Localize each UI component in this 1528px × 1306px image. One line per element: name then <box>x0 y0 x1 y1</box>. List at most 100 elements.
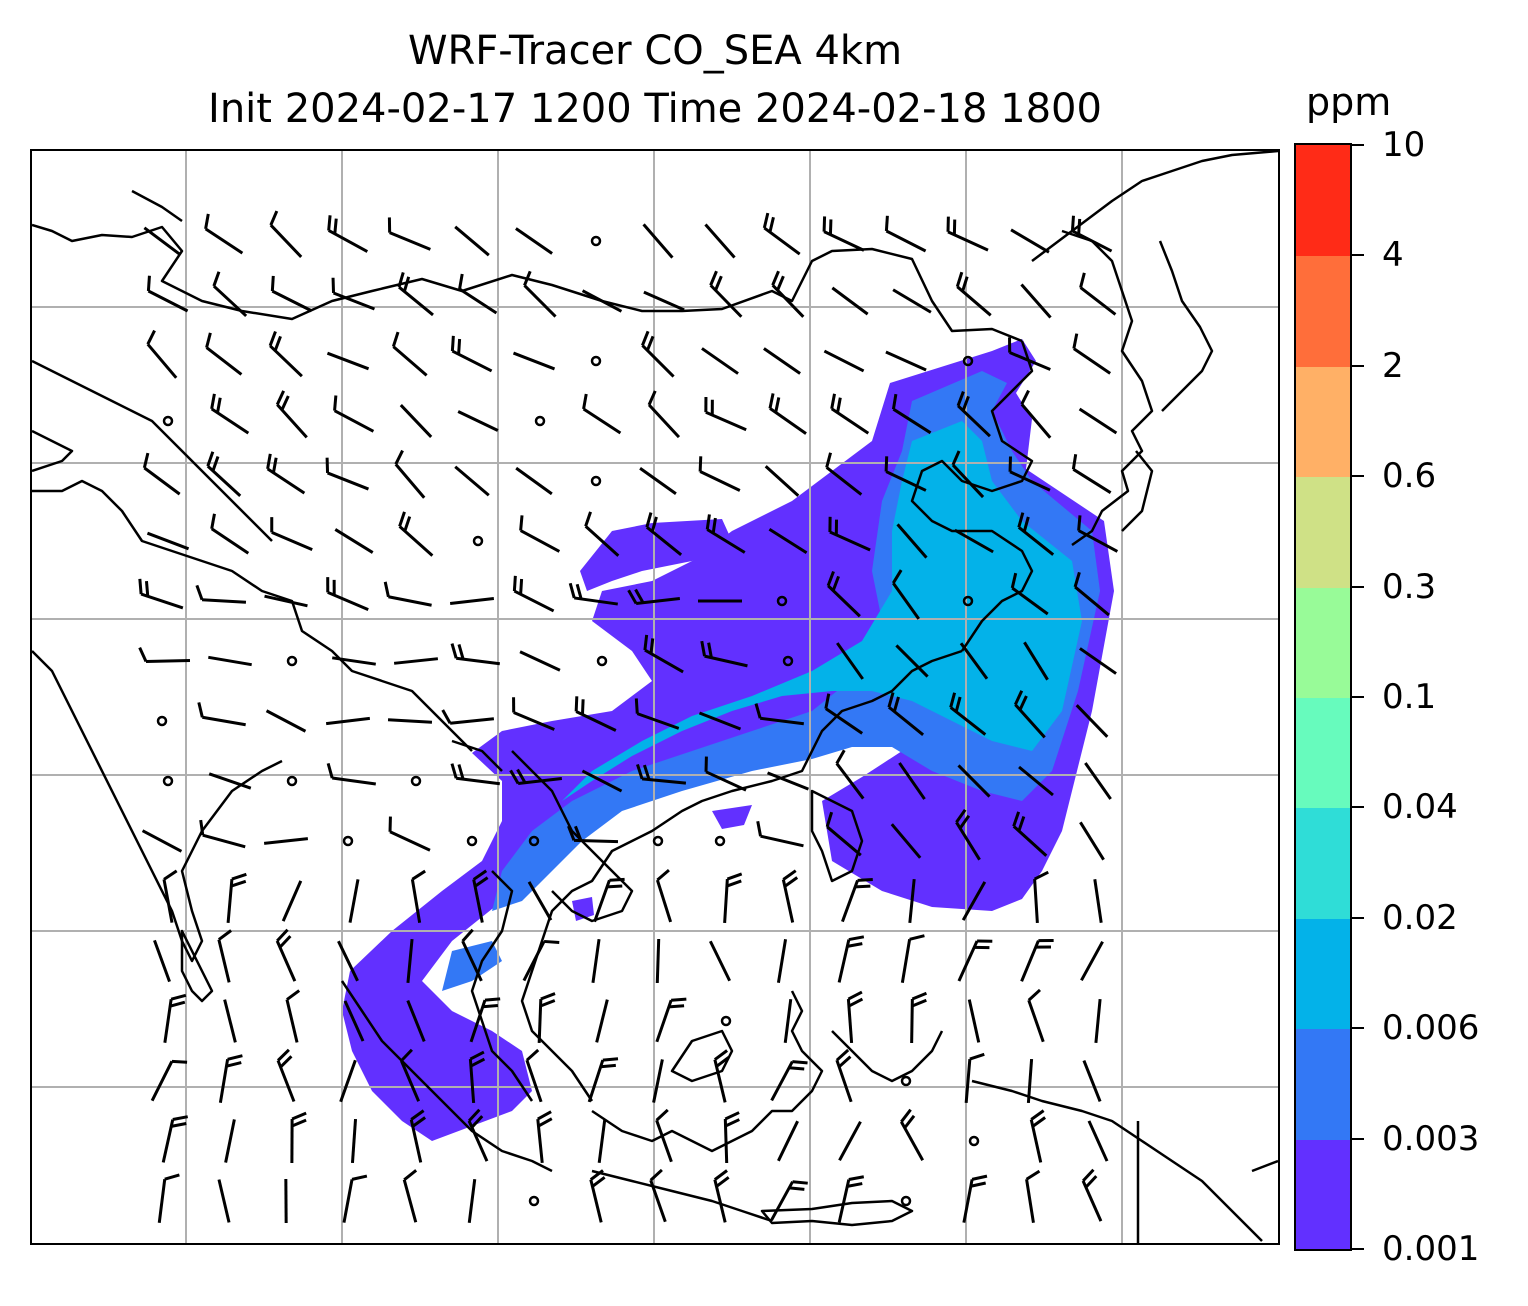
wind-barb <box>337 940 359 982</box>
wind-barb <box>1010 572 1049 616</box>
wind-barb <box>584 511 620 557</box>
calm-wind-marker <box>410 775 422 787</box>
wind-barb <box>568 582 618 606</box>
wind-barb <box>587 1057 619 1103</box>
wind-barb <box>399 1048 421 1102</box>
wind-barb <box>210 513 250 555</box>
wind-barb <box>649 1168 667 1223</box>
wind-barb <box>1071 454 1112 494</box>
wind-barb <box>1087 1120 1109 1162</box>
wind-barb <box>515 466 553 496</box>
coastlines <box>32 151 1278 1243</box>
calm-wind-marker <box>900 1075 912 1087</box>
wind-barb <box>1027 988 1045 1043</box>
wind-barb <box>332 656 376 666</box>
colorbar-tick <box>1352 916 1364 919</box>
wind-barb <box>1020 938 1054 982</box>
wind-barb <box>838 1120 862 1162</box>
wind-barb <box>946 216 989 252</box>
wind-barb <box>162 869 178 923</box>
wind-barb <box>766 771 810 791</box>
wind-barb <box>709 940 731 982</box>
wind-barb <box>467 1178 477 1224</box>
wind-barb <box>1094 998 1102 1044</box>
wind-barb <box>461 928 483 982</box>
wind-barb <box>591 939 601 983</box>
wind-barb <box>1080 940 1104 982</box>
wind-barb <box>593 877 625 923</box>
colorbar-segment <box>1296 1138 1350 1249</box>
wind-barb <box>263 837 309 845</box>
wind-barb <box>1008 456 1051 492</box>
wind-barb <box>835 749 865 800</box>
calm-wind-marker <box>466 835 478 847</box>
colorbar-unit: ppm <box>1306 80 1392 124</box>
wind-barb <box>1079 821 1105 861</box>
colorbar-segment <box>1296 365 1350 478</box>
wind-barb <box>161 1115 189 1163</box>
wind-barb <box>285 989 301 1043</box>
wind-barb <box>1093 879 1103 923</box>
wind-barb <box>892 288 932 314</box>
wind-barb <box>163 993 187 1043</box>
wind-barbs <box>138 210 1119 1224</box>
wind-barb <box>895 644 929 678</box>
wind-barb <box>830 393 870 435</box>
wind-barb <box>762 212 801 256</box>
wind-barb <box>388 816 431 852</box>
wind-barb <box>334 528 374 554</box>
wind-barb <box>655 938 661 984</box>
wind-barb <box>1084 762 1112 800</box>
wind-barb <box>890 823 922 859</box>
wind-barb <box>208 655 252 667</box>
wind-barb <box>275 928 297 982</box>
colorbar-tick <box>1352 144 1364 146</box>
wind-barb <box>1010 228 1050 254</box>
wind-barb <box>522 939 560 982</box>
wind-barb <box>1078 407 1118 435</box>
wind-barb <box>836 642 864 680</box>
wind-barb <box>846 990 864 1044</box>
map-panel[interactable] <box>30 149 1280 1245</box>
plume-south-tongue <box>442 941 502 991</box>
calm-wind-marker <box>900 1195 912 1207</box>
wind-barb <box>536 1110 553 1164</box>
wind-barb <box>595 999 609 1043</box>
wind-barb <box>270 275 313 313</box>
wind-barb <box>723 1111 740 1164</box>
calm-wind-marker <box>156 715 168 727</box>
wind-barb <box>326 351 370 371</box>
wind-barb <box>1077 515 1119 553</box>
wind-barb <box>704 756 747 792</box>
wind-barb <box>1018 765 1054 797</box>
wind-barb <box>589 1169 606 1223</box>
calm-wind-marker <box>590 235 602 247</box>
colorbar-tick <box>1352 696 1364 698</box>
wind-barb <box>205 332 243 376</box>
calm-wind-marker <box>962 355 974 367</box>
map-subtitle: Init 2024-02-17 1200 Time 2024-02-18 180… <box>208 86 1102 132</box>
wind-barb <box>822 216 865 252</box>
co-plume <box>342 339 1114 1141</box>
wind-barb <box>391 331 428 377</box>
wind-barb <box>1073 571 1110 617</box>
colorbar-segment <box>1296 476 1350 588</box>
wind-barb <box>512 575 555 613</box>
wind-barb <box>197 702 246 727</box>
wind-barb <box>643 634 684 674</box>
colorbar-segment <box>1296 917 1350 1030</box>
calm-wind-marker <box>286 775 298 787</box>
wind-barb <box>326 762 377 786</box>
wind-barb <box>713 1169 730 1223</box>
wind-barb <box>264 594 308 608</box>
wind-barb <box>957 764 991 798</box>
wind-barb <box>1081 1168 1103 1222</box>
wind-barb <box>450 335 493 373</box>
wind-barb <box>325 457 370 491</box>
wind-barb <box>449 597 495 605</box>
wind-barb <box>342 1174 368 1223</box>
wind-barb <box>269 210 303 258</box>
wind-barb <box>949 692 987 736</box>
wind-barb <box>1008 337 1051 371</box>
colorbar-segment <box>1296 255 1350 367</box>
